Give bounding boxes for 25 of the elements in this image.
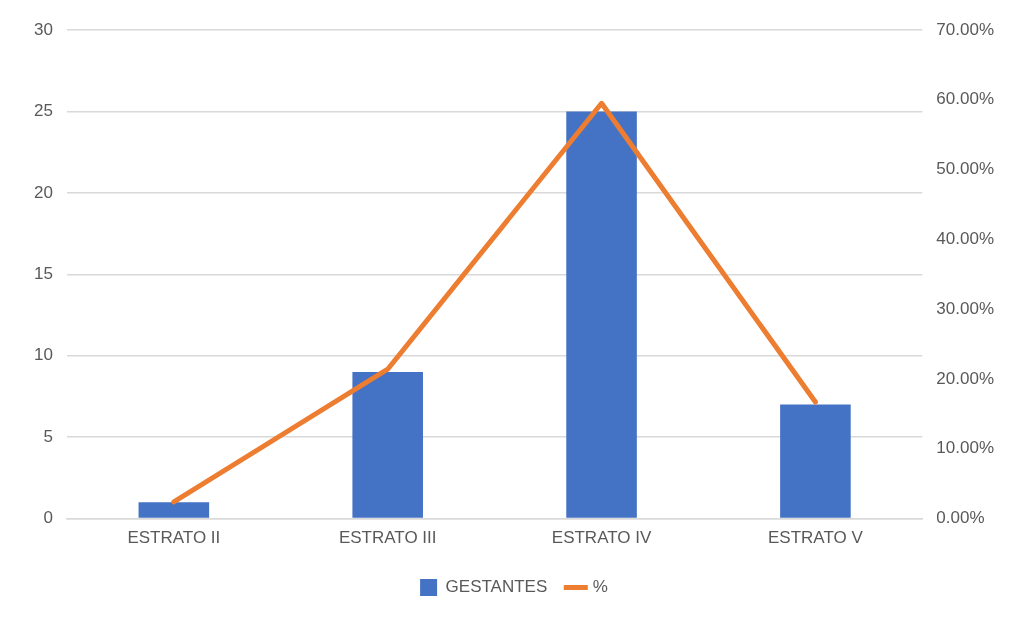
- y2-tick-label: 0.00%: [936, 508, 985, 528]
- x-tick-label: ESTRATO V: [768, 528, 864, 548]
- y2-tick-label: 60.00%: [936, 89, 995, 109]
- x-tick-label: ESTRATO II: [127, 528, 221, 548]
- x-tick-label: ESTRATO III: [338, 528, 437, 548]
- y2-tick-label: 70.00%: [936, 19, 995, 39]
- bar: [780, 404, 851, 518]
- bar: [138, 502, 210, 518]
- y-tick-label: 0: [43, 508, 53, 528]
- y2-tick-label: 40.00%: [936, 229, 995, 249]
- y2-tick-label: 10.00%: [936, 438, 995, 458]
- y-tick-label: 10: [33, 345, 53, 365]
- legend-label: %: [592, 577, 608, 597]
- y-tick-label: 15: [33, 263, 53, 283]
- y2-tick-label: 30.00%: [936, 298, 995, 318]
- legend-label: GESTANTES: [445, 577, 548, 597]
- y2-tick-label: 20.00%: [936, 368, 995, 388]
- y2-tick-label: 50.00%: [936, 159, 995, 179]
- y-tick-label: 25: [33, 101, 53, 121]
- bar: [566, 111, 637, 518]
- x-tick-label: ESTRATO IV: [551, 528, 652, 548]
- y-tick-label: 20: [33, 182, 53, 202]
- y-tick-label: 30: [33, 19, 53, 39]
- y-tick-label: 5: [43, 426, 53, 446]
- bar: [352, 372, 423, 518]
